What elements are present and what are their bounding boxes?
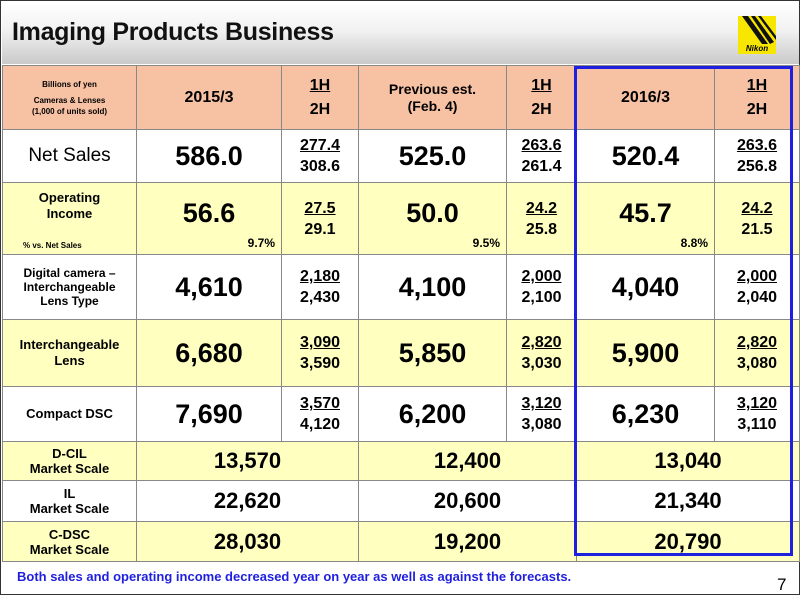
pct-value: 9.7% xyxy=(247,236,275,250)
title-bar: Imaging Products Business Nikon xyxy=(2,2,799,64)
half-values: 2,000 2,040 xyxy=(714,254,800,320)
pct-value: 9.5% xyxy=(472,236,500,250)
value-cell: 4,610 xyxy=(136,254,282,320)
half-values: 24.2 25.8 xyxy=(506,182,577,255)
half-header: 1H 2H xyxy=(714,65,800,130)
market-value: 13,040 xyxy=(576,441,800,481)
market-value: 20,790 xyxy=(576,521,800,562)
market-value: 19,200 xyxy=(358,521,577,562)
footer-summary: Both sales and operating income decrease… xyxy=(17,569,572,584)
row-label: C-DSC Market Scale xyxy=(2,521,137,562)
value-cell: 4,040 xyxy=(576,254,715,320)
market-value: 21,340 xyxy=(576,480,800,522)
market-value: 20,600 xyxy=(358,480,577,522)
header-row: Billions of yen Cameras & Lenses (1,000 … xyxy=(2,65,800,130)
half-values: 24.2 21.5 xyxy=(714,182,800,255)
market-value: 28,030 xyxy=(136,521,359,562)
half-values: 2,000 2,100 xyxy=(506,254,577,320)
half-values: 2,180 2,430 xyxy=(281,254,359,320)
half-header: 1H 2H xyxy=(506,65,577,130)
row-label: Interchangeable Lens xyxy=(2,319,137,387)
row-interchangeable-lens: Interchangeable Lens 6,680 3,090 3,590 5,8… xyxy=(2,319,800,387)
value-cell: 50.0 9.5% xyxy=(358,182,507,255)
column-header-2016: 2016/3 xyxy=(576,65,715,130)
value-cell: 6,200 xyxy=(358,386,507,442)
half-values: 2,820 3,080 xyxy=(714,319,800,387)
half-values: 3,120 3,110 xyxy=(714,386,800,442)
half-values: 277.4 308.6 xyxy=(281,129,359,183)
value-cell: 45.7 8.8% xyxy=(576,182,715,255)
half-values: 3,120 3,080 xyxy=(506,386,577,442)
half-header: 1H 2H xyxy=(281,65,359,130)
value-cell: 7,690 xyxy=(136,386,282,442)
row-il-market-scale: IL Market Scale 22,620 20,600 21,340 xyxy=(2,480,800,522)
row-dcil-market-scale: D-CIL Market Scale 13,570 12,400 13,040 xyxy=(2,441,800,481)
row-label: Net Sales xyxy=(2,129,137,183)
market-value: 12,400 xyxy=(358,441,577,481)
row-label: Operating Income % vs. Net Sales xyxy=(2,182,137,255)
row-digital-camera-il: Digital camera – Interchangeable Lens Type… xyxy=(2,254,800,320)
half-values: 2,820 3,030 xyxy=(506,319,577,387)
value-cell: 525.0 xyxy=(358,129,507,183)
row-operating-income: Operating Income % vs. Net Sales 56.6 9.7%… xyxy=(2,182,800,255)
value-cell: 4,100 xyxy=(358,254,507,320)
logo-text: Nikon xyxy=(745,44,769,53)
column-header-2015: 2015/3 xyxy=(136,65,282,130)
market-value: 13,570 xyxy=(136,441,359,481)
page-number: 7 xyxy=(777,575,787,594)
value-cell: 586.0 xyxy=(136,129,282,183)
value-cell: 6,230 xyxy=(576,386,715,442)
value-cell: 520.4 xyxy=(576,129,715,183)
nikon-logo: Nikon xyxy=(738,16,776,54)
corner-cell: Billions of yen Cameras & Lenses (1,000 … xyxy=(2,65,137,130)
market-value: 22,620 xyxy=(136,480,359,522)
row-label: IL Market Scale xyxy=(2,480,137,522)
row-net-sales: Net Sales 586.0 277.4 308.6 525.0 263.6 26… xyxy=(2,129,800,183)
value-cell: 6,680 xyxy=(136,319,282,387)
row-label: Compact DSC xyxy=(2,386,137,442)
half-values: 263.6 261.4 xyxy=(506,129,577,183)
pct-value: 8.8% xyxy=(680,236,708,250)
row-label: Digital camera – Interchangeable Lens Type xyxy=(2,254,137,320)
half-values: 263.6 256.8 xyxy=(714,129,800,183)
value-cell: 56.6 9.7% xyxy=(136,182,282,255)
half-values: 3,570 4,120 xyxy=(281,386,359,442)
pct-label: % vs. Net Sales xyxy=(23,241,82,250)
column-header-previous-est: Previous est. (Feb. 4) xyxy=(358,65,507,130)
page-title: Imaging Products Business xyxy=(12,18,334,46)
row-cdsc-market-scale: C-DSC Market Scale 28,030 19,200 20,790 xyxy=(2,521,800,562)
half-values: 27.5 29.1 xyxy=(281,182,359,255)
logo-stripes-icon xyxy=(742,16,776,44)
row-compact-dsc: Compact DSC 7,690 3,570 4,120 6,200 3,120… xyxy=(2,386,800,442)
row-label: D-CIL Market Scale xyxy=(2,441,137,481)
imaging-products-table: Billions of yen Cameras & Lenses (1,000 … xyxy=(2,65,800,562)
value-cell: 5,900 xyxy=(576,319,715,387)
value-cell: 5,850 xyxy=(358,319,507,387)
half-values: 3,090 3,590 xyxy=(281,319,359,387)
